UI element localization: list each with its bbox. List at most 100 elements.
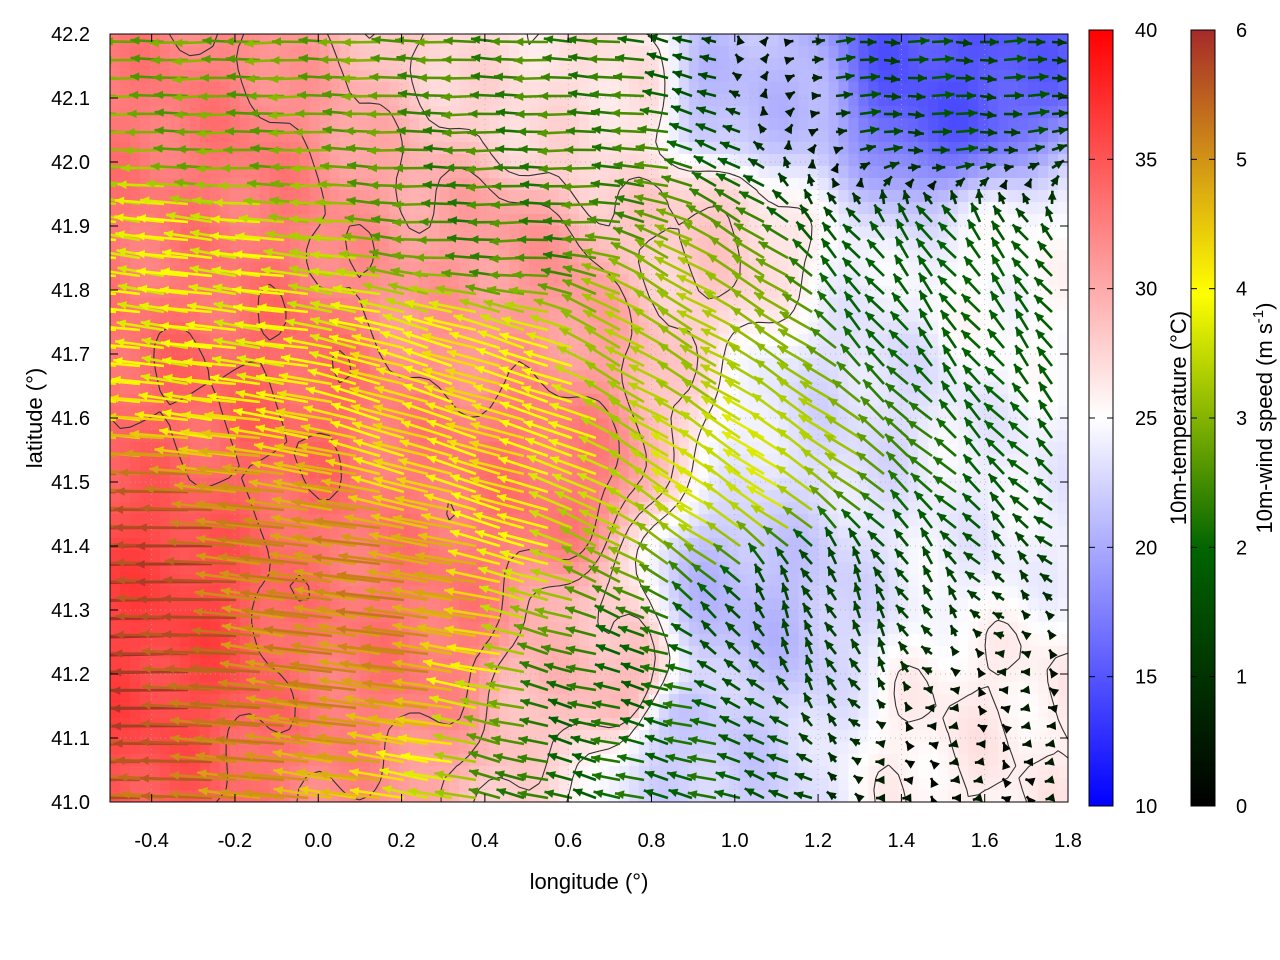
heatmap-cell [309,190,321,203]
heatmap-cell [139,490,151,503]
heatmap-cell [149,586,161,599]
heatmap-cell [249,58,261,71]
heatmap-cell [668,622,680,635]
heatmap-cell [489,178,500,191]
heatmap-cell [219,58,231,71]
heatmap-cell [469,82,480,95]
heatmap-cell [848,202,860,215]
heatmap-cell [628,262,640,275]
heatmap-cell [159,334,171,347]
heatmap-cell [409,190,420,203]
heatmap-cell [509,346,520,359]
heatmap-cell [529,550,540,563]
heatmap-cell [788,286,800,299]
heatmap-cell [738,550,750,563]
heatmap-cell [848,634,860,647]
heatmap-cell [1018,634,1029,647]
heatmap-cell [1018,250,1029,263]
heatmap-cell [449,130,460,143]
heatmap-cell [858,562,870,575]
heatmap-cell [329,190,341,203]
heatmap-cell [129,226,141,239]
heatmap-cell [279,562,291,575]
heatmap-cell [698,262,710,275]
heatmap-cell [598,58,610,71]
heatmap-cell [758,550,770,563]
heatmap-cell [968,226,979,239]
heatmap-cell [279,106,291,119]
heatmap-cell [868,622,879,635]
heatmap-cell [449,502,460,515]
heatmap-cell [848,466,860,479]
heatmap-cell [259,430,271,443]
heatmap-cell [179,490,191,503]
heatmap-cell [698,322,710,335]
heatmap-cell [838,586,850,599]
heatmap-cell [529,262,540,275]
heatmap-cell [638,358,650,371]
heatmap-cell [988,118,999,131]
heatmap-cell [209,622,221,635]
heatmap-cell [698,538,710,551]
heatmap-cell [778,490,790,503]
heatmap-cell [938,298,949,311]
heatmap-cell [888,358,899,371]
heatmap-cell [1008,298,1019,311]
heatmap-cell [668,154,680,167]
heatmap-cell [349,298,361,311]
heatmap-cell [808,94,820,107]
heatmap-cell [918,430,929,443]
heatmap-cell [559,70,570,83]
heatmap-cell [928,166,939,179]
heatmap-cell [229,286,241,299]
heatmap-cell [798,646,810,659]
heatmap-cell [159,382,171,395]
heatmap-cell [549,334,560,347]
heatmap-cell [1058,586,1068,599]
heatmap-cell [968,562,979,575]
heatmap-cell [1028,586,1039,599]
heatmap-cell [618,238,630,251]
heatmap-cell [918,286,929,299]
heatmap-cell [439,250,450,263]
heatmap-cell [219,298,231,311]
heatmap-cell [998,310,1009,323]
heatmap-cell [169,562,181,575]
heatmap-cell [229,262,241,275]
heatmap-cell [948,478,959,491]
heatmap-cell [868,286,879,299]
heatmap-cell [748,190,760,203]
heatmap-cell [758,562,770,575]
heatmap-cell [628,394,640,407]
heatmap-cell [858,454,870,467]
heatmap-cell [728,610,740,623]
heatmap-cell [978,346,989,359]
heatmap-cell [848,82,860,95]
heatmap-cell [598,466,610,479]
heatmap-cell [249,118,261,131]
heatmap-cell [1048,166,1059,179]
heatmap-cell [948,154,959,167]
heatmap-cell [319,490,331,503]
heatmap-cell [489,214,500,227]
heatmap-cell [1018,130,1029,143]
heatmap-cell [988,574,999,587]
heatmap-cell [738,598,750,611]
heatmap-cell [409,262,420,275]
heatmap-cell [958,406,969,419]
heatmap-cell [499,130,510,143]
heatmap-cell [978,562,989,575]
heatmap-cell [648,154,660,167]
heatmap-cell [469,586,480,599]
heatmap-cell [858,538,870,551]
heatmap-cell [429,586,440,599]
heatmap-cell [519,58,530,71]
heatmap-cell [110,106,121,119]
heatmap-cell [758,478,770,491]
heatmap-cell [119,550,131,563]
heatmap-cell [489,106,500,119]
heatmap-cell [628,406,640,419]
heatmap-cell [758,94,770,107]
heatmap-cell [668,214,680,227]
heatmap-cell [379,46,391,59]
